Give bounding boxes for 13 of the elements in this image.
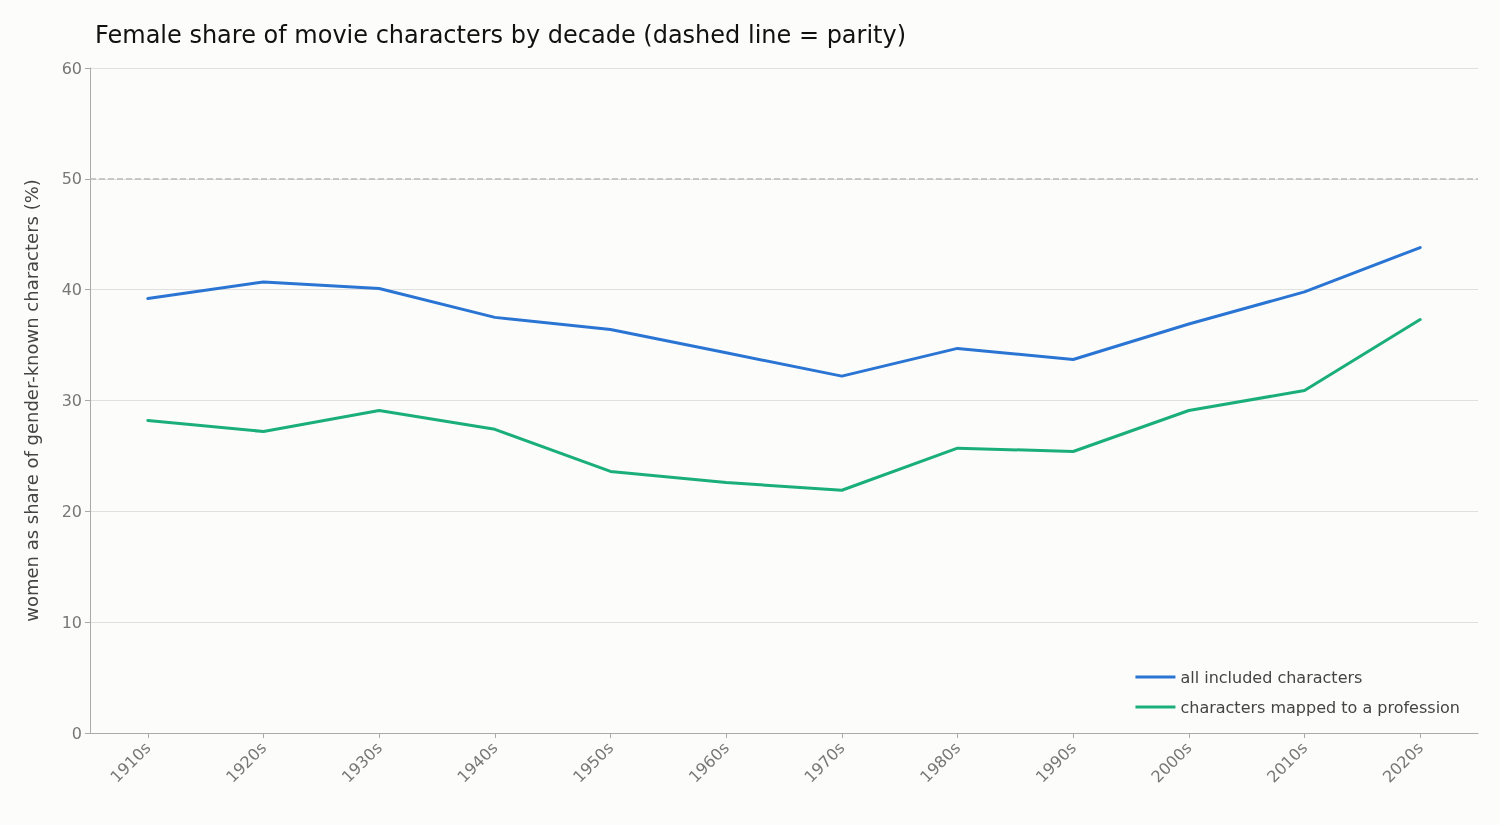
y-tick-label: 10 xyxy=(61,612,82,632)
y-tick-label: 0 xyxy=(71,723,82,743)
y-tick-label: 50 xyxy=(61,169,82,189)
y-axis-title: women as share of gender-known characters (%) xyxy=(20,179,42,622)
y-tick-label: 30 xyxy=(61,391,82,410)
y-tick-label: 40 xyxy=(61,280,82,300)
legend-label: all included characters xyxy=(1180,667,1363,687)
y-tick-label: 20 xyxy=(61,501,82,521)
line-series xyxy=(146,246,1422,378)
y-tick-label: 60 xyxy=(61,58,82,78)
chart-title: Female share of movie characters by decade (dashed line = parity) xyxy=(95,21,907,49)
legend-label: characters mapped to a profession xyxy=(1180,697,1460,717)
line-series xyxy=(146,318,1422,492)
